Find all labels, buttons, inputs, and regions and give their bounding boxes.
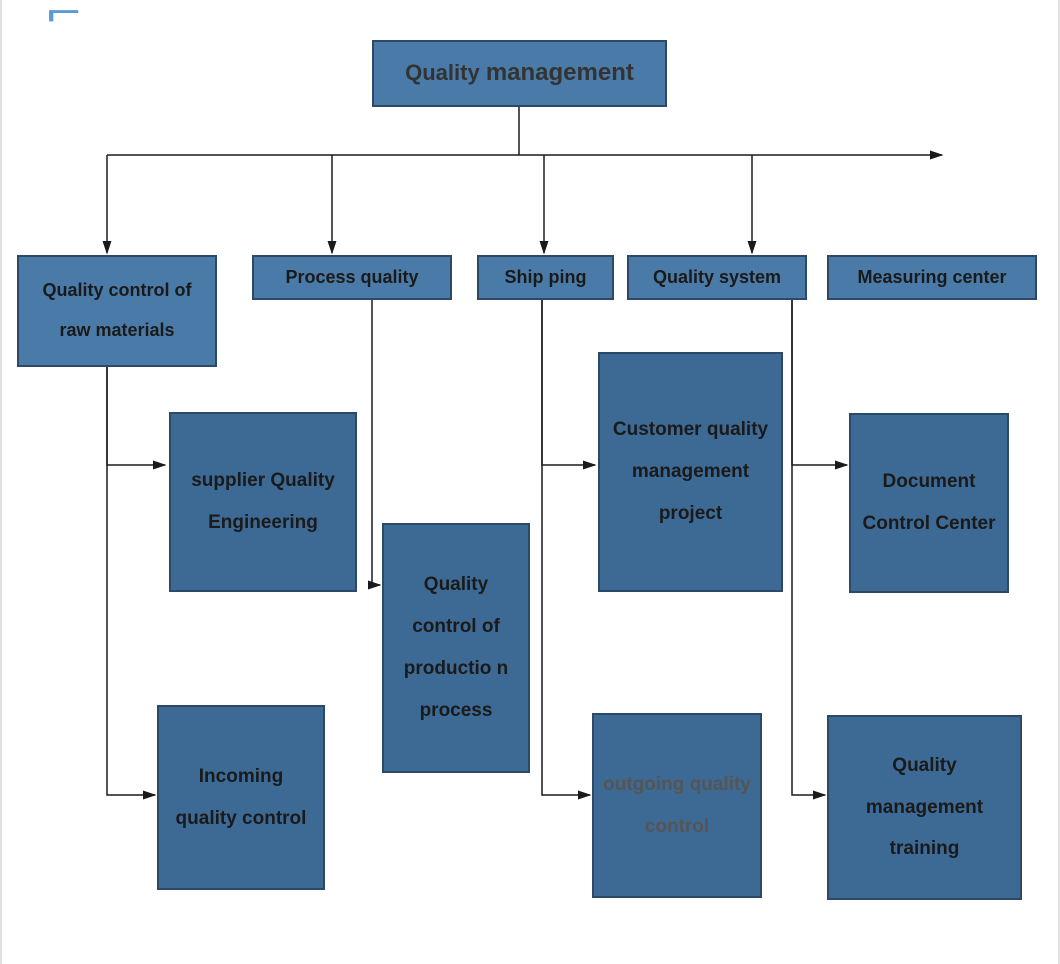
qcprod-label: Quality control of productio n process <box>392 564 520 731</box>
process-label: Process quality <box>285 258 418 298</box>
measuring-label: Measuring center <box>857 258 1006 298</box>
tick-mark-icon: ⌐ <box>46 0 81 35</box>
node-document-control: Document Control Center <box>849 413 1009 593</box>
training-label: Quality management training <box>837 745 1012 870</box>
root-label-b: management <box>486 59 634 86</box>
raw-label: Quality control of raw materials <box>27 271 207 350</box>
node-raw-materials: Quality control of raw materials <box>17 255 217 367</box>
node-measuring-center: Measuring center <box>827 255 1037 300</box>
node-shipping: Ship ping <box>477 255 614 300</box>
node-quality-training: Quality management training <box>827 715 1022 900</box>
document-label: Document Control Center <box>859 461 999 545</box>
incoming-label: Incoming quality control <box>167 756 315 840</box>
node-supplier-quality: supplier Quality Engineering <box>169 412 357 592</box>
node-quality-system: Quality system <box>627 255 807 300</box>
node-incoming-qc: Incoming quality control <box>157 705 325 890</box>
node-process-quality: Process quality <box>252 255 452 300</box>
node-qc-production: Quality control of productio n process <box>382 523 530 773</box>
supplier-label: supplier Quality Engineering <box>179 460 347 544</box>
shipping-label: Ship ping <box>505 258 587 298</box>
node-customer-project: Customer quality management project <box>598 352 783 592</box>
root-label-a: Quality <box>405 60 486 85</box>
outgoing-label: outgoing quality control <box>602 764 752 848</box>
node-outgoing-qc: outgoing quality control <box>592 713 762 898</box>
customer-label: Customer quality management project <box>608 409 773 534</box>
qsystem-label: Quality system <box>653 258 781 298</box>
node-quality-management: Quality management <box>372 40 667 107</box>
